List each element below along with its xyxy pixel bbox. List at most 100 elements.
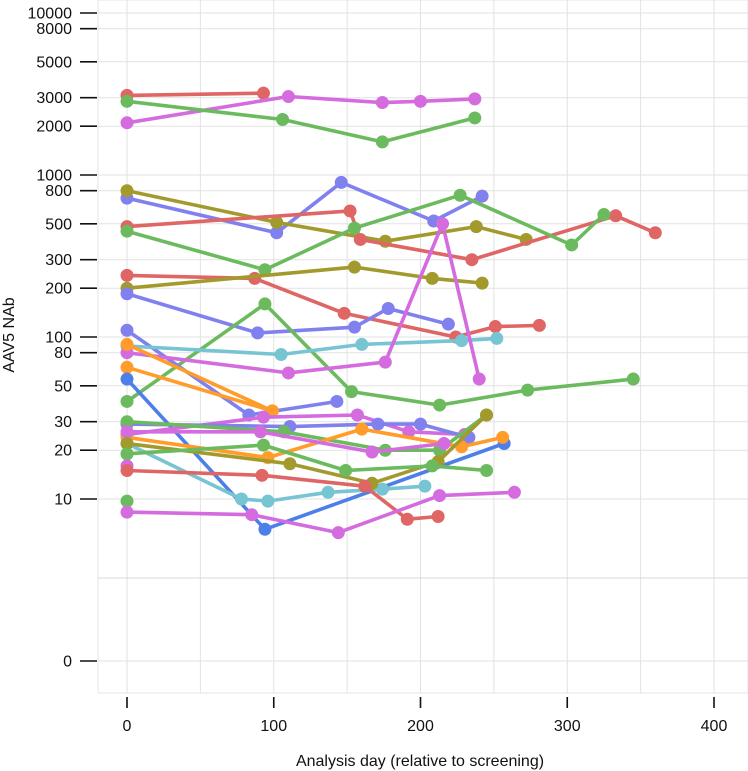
series-line [125, 91, 266, 98]
y-tick-label: 1000 [36, 168, 72, 185]
data-point [441, 317, 455, 331]
series-23 [120, 437, 432, 508]
series-11 [120, 297, 640, 412]
data-point [245, 508, 259, 522]
series-line [125, 441, 427, 503]
data-point [120, 447, 134, 461]
data-point [120, 184, 134, 198]
data-point [261, 494, 275, 508]
data-point [414, 417, 427, 431]
data-point [425, 271, 439, 285]
y-tick-label: 3000 [36, 90, 72, 107]
data-point [480, 463, 494, 477]
data-point [120, 287, 134, 301]
data-point [375, 482, 389, 496]
y-tick-label: 10000 [28, 6, 73, 23]
series-group [120, 86, 662, 540]
y-tick-label: 5000 [36, 54, 72, 71]
series-28 [120, 494, 134, 508]
data-point [120, 505, 134, 519]
series-line [125, 365, 275, 413]
data-point [532, 318, 546, 332]
data-point [597, 208, 611, 222]
data-point [490, 331, 504, 345]
data-point [414, 94, 427, 108]
series-22 [120, 425, 451, 459]
data-point [339, 463, 353, 477]
y-tick-label: 30 [54, 414, 72, 431]
data-point [258, 263, 272, 277]
data-point [120, 116, 134, 130]
data-point [258, 522, 272, 536]
data-point [337, 306, 351, 320]
x-tick-label: 400 [701, 718, 728, 735]
data-point [256, 438, 270, 452]
y-axis: 1000080005000300020001000800500300200100… [28, 6, 97, 671]
series-2 [120, 90, 482, 130]
data-point [521, 383, 535, 397]
x-tick-label: 0 [123, 718, 132, 735]
data-point [254, 425, 268, 439]
data-point [120, 463, 134, 477]
y-axis-title: AAV5 NAb [1, 297, 18, 372]
data-point [648, 226, 662, 240]
data-point [347, 260, 361, 274]
data-point [468, 92, 482, 106]
data-point [488, 320, 502, 334]
data-point [355, 337, 369, 351]
data-point [334, 175, 348, 189]
data-point [120, 268, 134, 282]
data-point [378, 355, 392, 369]
data-point [276, 113, 290, 127]
data-point [321, 485, 335, 499]
data-point [258, 297, 272, 311]
data-point [345, 385, 359, 399]
data-point [281, 90, 295, 104]
series-line [125, 209, 658, 262]
data-point [375, 135, 389, 149]
series-line [125, 99, 477, 144]
series-line [125, 193, 606, 272]
y-tick-label: 0 [63, 654, 72, 671]
x-tick-label: 300 [554, 718, 581, 735]
series-line [125, 429, 446, 454]
y-tick-label: 500 [45, 216, 72, 233]
x-axis-title: Analysis day (relative to screening) [296, 753, 544, 770]
data-point [234, 492, 248, 506]
data-point [475, 276, 489, 290]
data-point [347, 320, 361, 334]
data-point [355, 422, 369, 436]
series-line [125, 302, 636, 407]
data-point [418, 479, 432, 493]
data-point [371, 417, 385, 431]
y-tick-label: 100 [45, 330, 72, 347]
data-point [330, 394, 344, 408]
data-point [433, 398, 447, 412]
data-point [120, 437, 134, 451]
data-point [475, 189, 489, 203]
series-3 [120, 94, 482, 149]
y-tick-label: 2000 [36, 119, 72, 136]
data-point [120, 415, 134, 429]
data-point [468, 111, 482, 125]
data-point [436, 217, 450, 231]
data-point [120, 360, 134, 374]
data-point [626, 372, 640, 386]
data-point [120, 337, 134, 351]
data-point [425, 459, 439, 473]
data-point [331, 526, 345, 540]
data-point [120, 425, 134, 439]
data-point [120, 94, 134, 108]
grid [98, 0, 748, 693]
data-point [455, 334, 469, 348]
y-tick-label: 200 [45, 281, 72, 298]
data-point [255, 468, 269, 482]
data-point [120, 372, 134, 386]
data-point [496, 430, 510, 444]
data-point [347, 221, 361, 235]
series-10 [120, 287, 455, 340]
data-point [431, 509, 445, 523]
data-point [274, 347, 288, 361]
data-point [120, 323, 134, 337]
